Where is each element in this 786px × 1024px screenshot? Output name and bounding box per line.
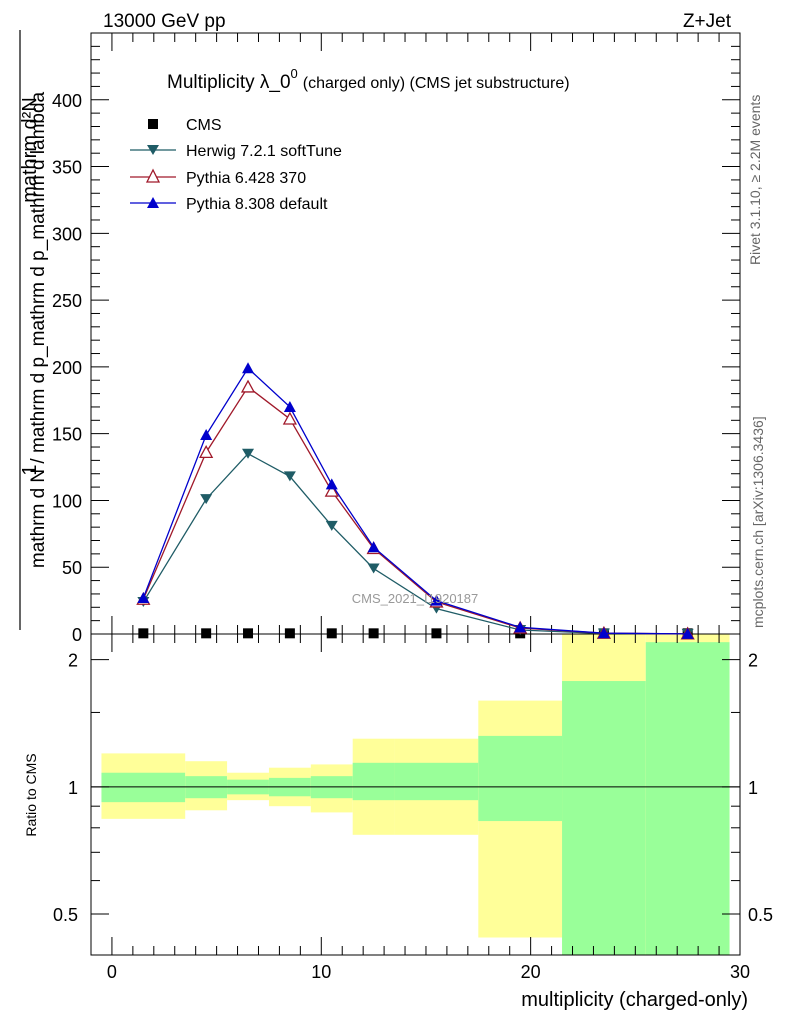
ratio-tick-label-left: 0.5 [53, 905, 78, 925]
y-tick-label: 400 [52, 91, 82, 111]
data-point-cms [138, 628, 149, 639]
ratio-band-inner-0 [101, 772, 186, 803]
y-tick-label: 150 [52, 425, 82, 445]
legend-label-cms: CMS [186, 117, 222, 134]
y-tick-label: 0 [72, 625, 82, 645]
data-point-cms [431, 628, 442, 639]
data-point-pythia-2 [240, 379, 256, 393]
x-tick-label: 10 [311, 962, 331, 982]
data-point-pythia-3 [514, 621, 527, 633]
x-tick-label: 0 [107, 962, 117, 982]
data-point-cms [326, 628, 337, 639]
y-tick-label: 350 [52, 158, 82, 178]
ratio-tick-label-right: 2 [748, 651, 758, 671]
process-label: Z+Jet [683, 11, 732, 32]
y-label-numerator: 1 [19, 464, 41, 475]
legend-marker-pythia8 [147, 197, 159, 208]
data-point-pythia-3 [242, 362, 255, 374]
y-axis-label: 1 mathrm d²N mathrm d N / mathrm d p_mat… [19, 30, 49, 630]
ratio-axis-label: Ratio to CMS [23, 753, 39, 836]
ratio-tick-label-right: 0.5 [748, 905, 773, 925]
data-point-pythia-3 [325, 478, 338, 490]
x-tick-label: 20 [521, 962, 541, 982]
x-axis-label: multiplicity (charged-only) [521, 989, 748, 1011]
data-point-pythia-3 [681, 627, 694, 639]
chart-title: Multiplicity λ_00 (charged only) (CMS jet… [167, 66, 570, 93]
chart-title-main: Multiplicity λ_0 [167, 72, 291, 93]
y-tick-label: 250 [52, 291, 82, 311]
data-point-pythia-3 [367, 541, 380, 553]
chart-title-superscript: 0 [291, 66, 298, 81]
energy-label: 13000 GeV pp [103, 11, 226, 32]
data-point-cms [243, 628, 254, 639]
series-line-pythia-3 [142, 367, 688, 635]
data-point-herwig-1 [283, 471, 296, 482]
legend-marker-cms [148, 119, 158, 129]
y-tick-label: 300 [52, 224, 82, 244]
analysis-watermark: CMS_2021_I1920187 [352, 591, 479, 606]
legend-label-pythia6: Pythia 6.428 370 [186, 170, 306, 187]
rivet-version-label: Rivet 3.1.10, ≥ 2.2M events [747, 95, 763, 265]
legend: CMS Herwig 7.2.1 softTune Pythia 6.428 3… [130, 117, 342, 213]
ratio-bands [101, 634, 730, 955]
y-label-denominator: mathrm d N / mathrm d p_mathrm d p_mathr… [28, 91, 49, 568]
legend-label-pythia8: Pythia 8.308 default [186, 196, 328, 213]
site-reference-label: mcplots.cern.ch [arXiv:1306.3436] [750, 416, 766, 628]
data-point-cms [201, 628, 212, 639]
x-tick-label: 30 [730, 962, 750, 982]
legend-marker-pythia6 [145, 168, 161, 183]
ratio-band-inner-8 [562, 681, 646, 955]
y-label-numerator-right: mathrm d²N [19, 97, 41, 203]
series-group [136, 362, 695, 640]
legend-marker-herwig [147, 145, 159, 155]
data-point-pythia-2 [282, 411, 297, 425]
data-point-herwig-1 [367, 563, 380, 574]
y-tick-label: 100 [52, 491, 82, 511]
data-point-herwig-1 [200, 494, 213, 505]
ratio-band-inner-5 [352, 762, 395, 801]
ratio-tick-label-right: 1 [748, 778, 758, 798]
y-tick-label: 200 [52, 358, 82, 378]
ratio-plot-frame [90, 633, 741, 956]
series-line-herwig-1 [142, 452, 688, 635]
data-point-pythia-3 [137, 591, 150, 603]
data-point-herwig-1 [325, 520, 338, 531]
data-point-pythia-3 [200, 429, 213, 441]
ratio-tick-label-left: 1 [68, 778, 78, 798]
data-point-pythia-3 [597, 627, 610, 639]
ratio-band-inner-7 [478, 735, 563, 822]
ratio-tick-label-left: 2 [68, 651, 78, 671]
legend-label-herwig: Herwig 7.2.1 softTune [186, 143, 342, 160]
data-point-pythia-2 [199, 445, 214, 459]
data-point-pythia-3 [283, 400, 296, 412]
data-point-cms [284, 628, 295, 639]
data-point-pythia-3 [430, 594, 443, 606]
ratio-band-inner-6 [394, 762, 479, 801]
data-point-herwig-1 [242, 448, 255, 459]
chart-title-detail: (charged only) (CMS jet substructure) [303, 75, 570, 92]
ratio-band-inner-9 [645, 642, 730, 955]
data-point-pythia-2 [324, 483, 339, 497]
y-tick-label: 50 [62, 558, 82, 578]
data-point-cms [368, 628, 379, 639]
